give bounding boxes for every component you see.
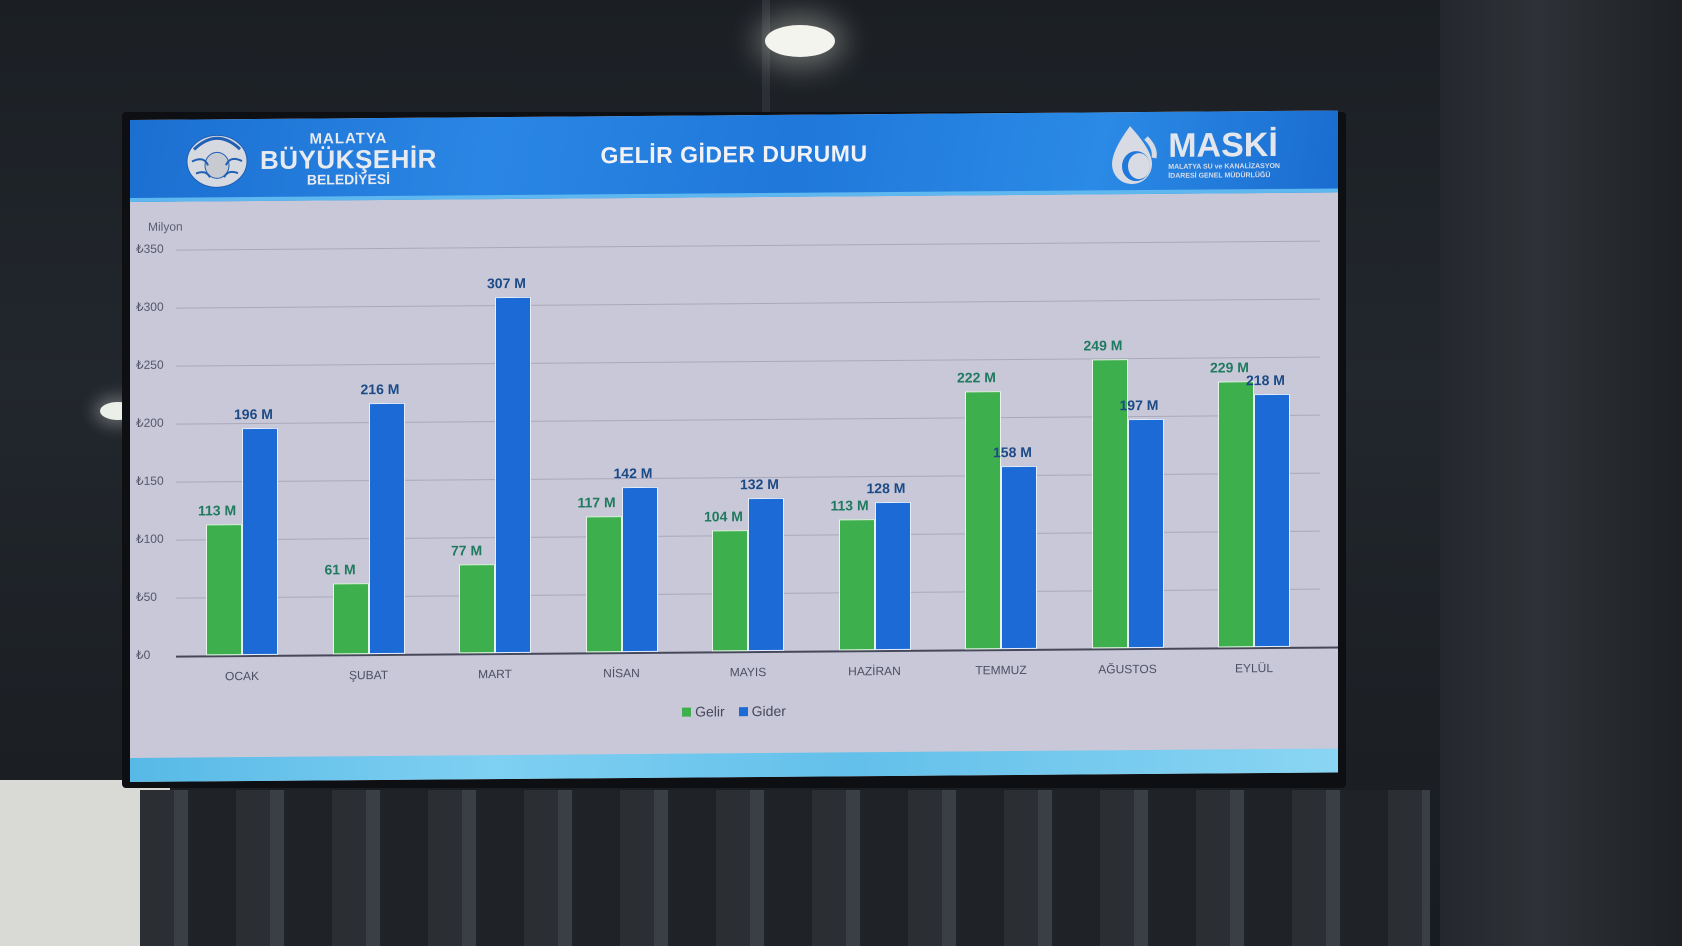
bar-gelir [1218, 381, 1254, 648]
bar-gelir [965, 391, 1001, 650]
x-tick-label: NİSAN [603, 665, 640, 681]
ceiling-light [765, 25, 835, 57]
data-label-gelir: 229 M [1210, 359, 1249, 376]
y-tick-label: ₺50 [136, 589, 157, 604]
y-tick-label: ₺150 [136, 473, 164, 488]
wall-panel [1440, 0, 1682, 946]
bar-gelir [838, 519, 875, 651]
legend-gelir: Gelir [682, 703, 725, 720]
x-tick-label: MAYIS [729, 665, 767, 680]
y-axis-unit: Milyon [148, 219, 183, 234]
bar-gider [495, 296, 531, 654]
x-tick-label: OCAK [224, 668, 259, 684]
bar-gelir [332, 583, 369, 655]
gridline [176, 240, 1320, 251]
x-tick-label: AĞUSTOS [1098, 661, 1157, 677]
x-tick-label: HAZİRAN [848, 663, 901, 679]
bar-gider [1127, 419, 1164, 649]
data-label-gelir: 77 M [451, 541, 483, 559]
tv-screen: MALATYA BÜYÜKŞEHİR BELEDİYESİ GELİR GİDE… [130, 110, 1338, 782]
bar-gider [242, 427, 278, 656]
gelir-swatch-icon [682, 707, 692, 717]
data-label-gelir: 113 M [830, 497, 869, 514]
y-tick-label: ₺200 [136, 415, 164, 430]
bar-gider [1254, 393, 1290, 648]
data-label-gelir: 104 M [704, 508, 743, 525]
bar-chart: Milyon ₺0 ₺50 ₺100 ₺150 ₺200 ₺250 ₺300 ₺350 113 … [130, 197, 1338, 746]
bar-gelir [712, 530, 748, 652]
data-label-gelir: 117 M [577, 494, 616, 511]
legend-gelir-label: Gelir [695, 703, 725, 720]
y-tick-label: ₺350 [136, 241, 164, 256]
slide-header: MALATYA BÜYÜKŞEHİR BELEDİYESİ GELİR GİDE… [130, 110, 1338, 202]
data-label-gider: 158 M [993, 443, 1032, 460]
y-tick-label: ₺300 [136, 299, 164, 314]
data-label-gider: 132 M [740, 475, 779, 493]
bar-gider [748, 497, 784, 652]
maski-sub2: İDARESİ GENEL MÜDÜRLÜĞÜ [1168, 172, 1271, 180]
data-label-gider: 307 M [487, 274, 526, 292]
legend-gider: Gider [738, 702, 786, 720]
bar-gelir [585, 516, 622, 653]
logo-line3: BELEDİYESİ [306, 170, 391, 188]
municipality-emblem-icon [186, 134, 248, 188]
bar-gelir [459, 563, 495, 654]
x-tick-label: EYLÜL [1234, 661, 1274, 676]
data-label-gider: 196 M [234, 405, 273, 422]
data-label-gelir: 249 M [1083, 337, 1123, 354]
data-label-gider: 216 M [360, 381, 400, 398]
data-label-gelir: 61 M [324, 561, 356, 578]
legend-gider-label: Gider [751, 702, 786, 720]
data-label-gider: 128 M [866, 479, 906, 496]
y-tick-label: ₺100 [136, 531, 164, 546]
gridline [176, 356, 1320, 367]
gridline [176, 298, 1320, 309]
gider-swatch-icon [738, 706, 748, 716]
bar-gider [874, 501, 911, 651]
bar-gider [1001, 465, 1037, 650]
data-label-gider: 142 M [613, 465, 653, 482]
data-label-gider: 218 M [1246, 372, 1285, 389]
bar-gider [621, 487, 658, 653]
maski-logo: MASKİ MALATYA SU ve KANALİZASYON İDARESİ… [1106, 123, 1280, 186]
municipality-logo: MALATYA BÜYÜKŞEHİR BELEDİYESİ [184, 128, 437, 190]
data-label-gelir: 113 M [198, 502, 237, 519]
data-label-gelir: 222 M [957, 369, 996, 386]
light-pole [762, 0, 770, 120]
water-drop-icon [1112, 126, 1158, 185]
wall-slats [140, 790, 1430, 946]
data-label-gider: 197 M [1119, 397, 1159, 414]
maski-name: MASKİ [1168, 125, 1278, 165]
bar-gider [368, 403, 405, 655]
x-tick-label: ŞUBAT [348, 667, 389, 683]
y-tick-label: ₺250 [136, 357, 164, 372]
x-tick-label: TEMMUZ [975, 662, 1027, 678]
bar-gelir [206, 524, 242, 656]
y-tick-label: ₺0 [136, 647, 151, 662]
x-tick-label: MART [478, 667, 512, 682]
